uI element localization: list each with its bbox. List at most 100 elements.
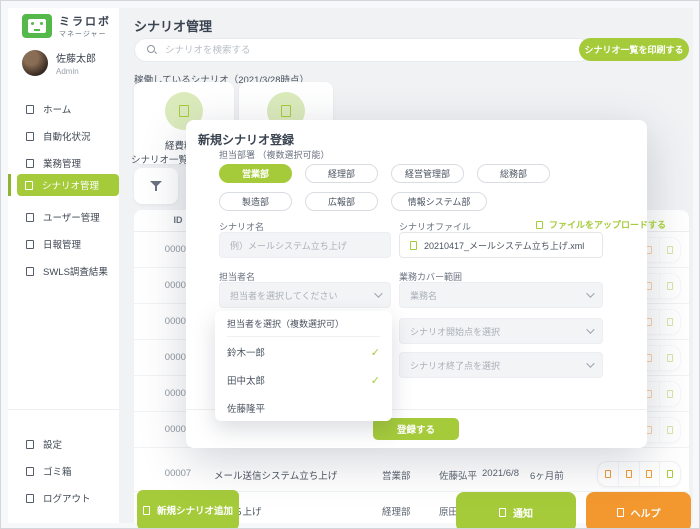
download-button[interactable] (660, 274, 680, 298)
delete-icon (646, 390, 653, 398)
delete-icon (646, 246, 653, 254)
robot-logo-icon (22, 14, 52, 38)
chip-accounting[interactable]: 経理部 (305, 164, 378, 183)
user-role: Admin (56, 67, 79, 76)
print-scenario-list-button[interactable]: シナリオ一覧を印刷する (579, 38, 689, 61)
scenario-icon (25, 180, 33, 190)
register-button[interactable]: 登録する (373, 418, 459, 440)
business-icon (26, 158, 34, 168)
app-subtitle: マネージャー (59, 31, 107, 38)
sidebar-item-home[interactable]: ホーム (18, 98, 116, 120)
sidebar-item-user-management[interactable]: ユーザー管理 (18, 206, 116, 228)
filter-button[interactable] (134, 168, 178, 204)
download-button[interactable] (660, 346, 680, 370)
trash-icon (26, 466, 34, 476)
department-label: 担当部署 （複数選択可能） (219, 150, 330, 160)
duplicate-icon (625, 470, 632, 478)
users-icon (26, 212, 34, 222)
sidebar-item-automation-status[interactable]: 自動化状況 (18, 125, 116, 147)
funnel-icon (150, 180, 162, 192)
scenario-search[interactable] (134, 38, 591, 62)
dropdown-option-suzuki[interactable]: 鈴木一郎 ✓ (227, 346, 380, 360)
chip-corporate-management[interactable]: 経営管理部 (391, 164, 464, 183)
help-button[interactable]: ヘルプ (586, 492, 691, 528)
duplicate-button[interactable] (619, 462, 640, 486)
active-item-stripe (8, 174, 11, 196)
download-icon (667, 470, 674, 478)
app-logo: ミラロボ マネージャー (22, 13, 111, 39)
delete-icon (646, 354, 653, 362)
report-icon (26, 239, 34, 249)
chip-pr[interactable]: 広報部 (305, 192, 378, 211)
user-profile[interactable]: 佐藤太郎 Admin (22, 50, 96, 76)
sidebar-item-logout[interactable]: ログアウト (18, 487, 116, 509)
check-icon: ✓ (370, 346, 380, 359)
delete-icon (646, 318, 653, 326)
avatar (22, 50, 48, 76)
gear-icon (26, 439, 34, 449)
download-button[interactable] (660, 382, 680, 406)
download-button[interactable] (660, 238, 680, 262)
sidebar-item-daily-report[interactable]: 日報管理 (18, 233, 116, 255)
table-row[interactable]: 00007 メール送信システム立ち上げ 営業部 佐藤弘平 2021/6/8 6ヶ… (134, 456, 689, 492)
chip-it-systems[interactable]: 情報システム部 (391, 192, 487, 211)
coverage-select[interactable]: 業務名 (399, 282, 603, 308)
notification-button[interactable]: 通知 (456, 492, 576, 528)
column-header-id: ID (173, 215, 183, 225)
chip-sales[interactable]: 営業部 (219, 164, 292, 183)
scenario-name-input[interactable]: 例）メールシステム立ち上げ (219, 232, 391, 258)
chip-manufacturing[interactable]: 製造部 (219, 192, 292, 211)
add-scenario-button[interactable]: 新規シナリオ追加 (137, 490, 239, 528)
sidebar-item-trash[interactable]: ゴミ箱 (18, 460, 116, 482)
plus-icon (142, 505, 150, 515)
download-button[interactable] (660, 462, 680, 486)
active-scenarios-label: 稼働しているシナリオ（2021/3/28時点） (134, 75, 309, 86)
download-icon (667, 282, 674, 290)
upload-icon (535, 220, 543, 229)
sidebar-item-settings[interactable]: 設定 (18, 433, 116, 455)
sidebar-item-scenario-management[interactable]: シナリオ管理 (17, 174, 119, 196)
dropdown-option-sato[interactable]: 佐藤隆平 (227, 404, 266, 415)
modal-footer-divider (186, 409, 647, 410)
scenario-end-select[interactable]: シナリオ終了点を選択 (399, 352, 603, 378)
chevron-down-icon (586, 359, 595, 368)
delete-icon (646, 426, 653, 434)
download-icon (667, 318, 674, 326)
scenario-file-chip[interactable]: 20210417_メールシステム立ち上げ.xml (399, 232, 603, 258)
check-icon: ✓ (370, 374, 380, 387)
row-actions (597, 461, 681, 487)
delete-icon (646, 282, 653, 290)
scenario-file-label: シナリオファイル (399, 222, 472, 232)
delete-button[interactable] (640, 462, 661, 486)
dropdown-option-tanaka[interactable]: 田中太郎 ✓ (227, 374, 380, 388)
chip-general-affairs[interactable]: 総務部 (477, 164, 550, 183)
delete-icon (646, 470, 653, 478)
edit-button[interactable] (598, 462, 619, 486)
upload-file-link[interactable]: ファイルをアップロードする (486, 218, 666, 231)
survey-icon (26, 266, 34, 276)
page-title: シナリオ管理 (134, 19, 213, 34)
logout-icon (26, 493, 34, 503)
department-chips: 営業部 経理部 経営管理部 総務部 製造部 広報部 情報システム部 (219, 164, 619, 211)
bell-icon (499, 507, 506, 517)
user-name: 佐藤太郎 (56, 54, 96, 65)
download-icon (667, 390, 674, 398)
chevron-down-icon (374, 289, 383, 298)
automation-icon (26, 131, 34, 141)
download-icon (667, 426, 674, 434)
question-icon (616, 507, 624, 517)
sidebar-item-swls-results[interactable]: SWLS調査結果 (18, 260, 116, 282)
search-input[interactable] (165, 44, 545, 56)
download-button[interactable] (660, 418, 680, 442)
sidebar-divider (8, 409, 119, 410)
scenario-start-select[interactable]: シナリオ開始点を選択 (399, 318, 603, 344)
coverage-label: 業務カバー範囲 (399, 272, 463, 282)
owner-dropdown-panel: 担当者を選択（複数選択可） 鈴木一郎 ✓ 田中太郎 ✓ 佐藤隆平 (215, 311, 392, 421)
sidebar-item-business-management[interactable]: 業務管理 (18, 152, 116, 174)
download-button[interactable] (660, 310, 680, 334)
chevron-down-icon (586, 289, 595, 298)
owner-select[interactable]: 担当者を選択してください (219, 282, 391, 308)
modal-title: 新規シナリオ登録 (198, 133, 295, 147)
scenario-list-label: シナリオ一覧 (131, 155, 189, 166)
